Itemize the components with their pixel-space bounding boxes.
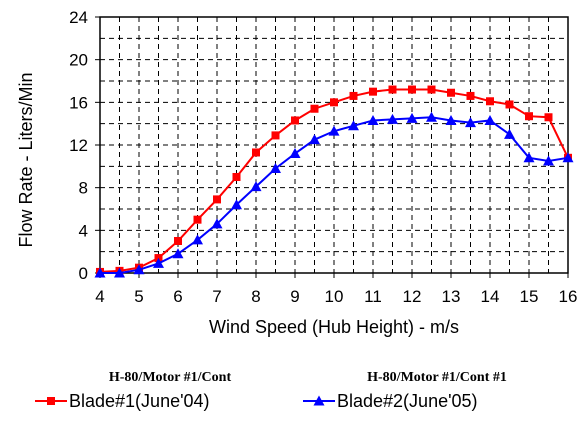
legend-item-2: H-80/Motor #1/Cont #1 Blade#2(June'05): [303, 370, 507, 411]
x-tick-label: 11: [364, 287, 382, 306]
legend-label: Blade#1(June'04): [69, 391, 210, 411]
data-point: [369, 87, 377, 96]
data-point: [271, 131, 280, 140]
data-point: [447, 88, 455, 97]
data-point: [543, 155, 554, 166]
data-point: [231, 199, 242, 210]
x-tick-label: 16: [559, 287, 578, 306]
y-axis-label: Flow Rate - Liters/Min: [16, 72, 36, 247]
x-tick-label: 15: [520, 287, 539, 306]
legend-item-1: H-80/Motor #1/Cont Blade#1(June'04): [35, 370, 231, 411]
grid: [100, 17, 568, 273]
data-point: [406, 112, 418, 123]
legend-marker: [47, 397, 55, 405]
legend-label: Blade#2(June'05): [337, 391, 478, 411]
data-point: [348, 120, 359, 131]
plot-frame: [95, 16, 569, 278]
data-point: [211, 218, 223, 229]
data-point: [153, 257, 164, 268]
series-group: [94, 85, 574, 278]
data-point: [133, 264, 145, 275]
x-tick-label: 4: [95, 287, 104, 306]
x-tick-label: 7: [212, 287, 221, 306]
data-point: [192, 234, 203, 245]
data-point: [270, 162, 281, 173]
data-point: [330, 98, 338, 107]
y-tick-label: 20: [69, 51, 88, 70]
data-point: [486, 97, 494, 106]
data-point: [484, 114, 496, 125]
data-point: [250, 181, 262, 192]
x-tick-label: 12: [403, 287, 422, 306]
x-tick-label: 5: [134, 287, 143, 306]
data-point: [504, 128, 515, 139]
y-tick-label: 24: [69, 8, 88, 27]
x-tick-label: 8: [251, 287, 260, 306]
data-point: [174, 237, 182, 245]
legend-title: H-80/Motor #1/Cont #1: [367, 370, 507, 385]
data-point: [388, 85, 397, 94]
x-tick-label: 14: [481, 287, 500, 306]
y-tick-label: 12: [69, 136, 88, 155]
data-point: [291, 116, 299, 125]
y-tick-label: 16: [69, 93, 88, 112]
data-point: [309, 134, 320, 145]
y-tick-label: 4: [79, 221, 88, 240]
data-point: [562, 152, 574, 163]
data-point: [367, 114, 379, 125]
data-point: [426, 111, 437, 122]
data-point: [427, 85, 436, 94]
x-tick-label: 6: [173, 287, 182, 306]
x-tick-label: 9: [290, 287, 299, 306]
series-2: [94, 111, 574, 278]
data-point: [523, 152, 535, 163]
legend: H-80/Motor #1/ContBlade#1(June'04)H-80/M…: [35, 370, 507, 411]
data-point: [289, 148, 301, 159]
x-axis-label: Wind Speed (Hub Height) - m/s: [209, 317, 459, 337]
y-tick-label: 8: [79, 179, 88, 198]
data-point: [114, 267, 125, 278]
data-point: [232, 173, 241, 181]
data-point: [349, 91, 358, 100]
data-point: [465, 117, 476, 128]
x-tick-label: 13: [442, 287, 461, 306]
data-point: [193, 215, 202, 224]
data-point: [525, 112, 533, 121]
data-point: [94, 267, 106, 278]
data-point: [387, 113, 398, 124]
legend-title: H-80/Motor #1/Cont: [109, 370, 232, 385]
data-point: [445, 114, 457, 125]
data-point: [310, 104, 319, 113]
y-tick-label: 0: [79, 264, 88, 283]
data-point: [544, 113, 553, 122]
data-point: [328, 125, 340, 136]
data-point: [213, 195, 221, 204]
data-point: [505, 100, 514, 109]
data-point: [466, 91, 475, 100]
data-point: [252, 148, 260, 157]
x-tick-label: 10: [325, 287, 344, 306]
legend-marker: [313, 395, 325, 406]
data-point: [408, 85, 416, 94]
data-point: [172, 248, 184, 259]
